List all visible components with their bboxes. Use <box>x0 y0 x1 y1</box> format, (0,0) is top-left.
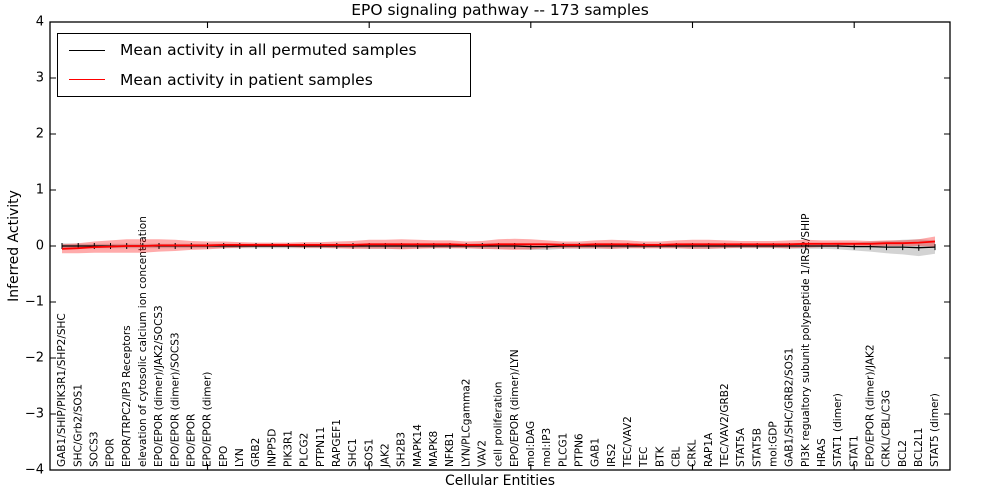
x-tick-label: JAK2 <box>380 443 392 468</box>
x-axis-label: Cellular Entities <box>444 473 556 489</box>
x-tick-label: GAB1 <box>590 438 602 467</box>
x-tick-label: mol:GDP <box>768 421 780 467</box>
x-tick-label: STAT5 (dimer) <box>929 393 941 467</box>
x-tick-label: GAB1/SHIP/PIK3R1/SHP2/SHC <box>56 313 68 467</box>
x-tick-label: PLCG1 <box>557 433 569 467</box>
x-tick-label: SOCS3 <box>89 431 101 467</box>
x-tick-label: SHC/Grb2/SOS1 <box>72 384 84 467</box>
x-tick-label: PIK3R1 <box>283 430 295 467</box>
legend-line-permuted-icon <box>69 49 105 51</box>
y-tick-label: 1 <box>36 183 44 198</box>
y-tick-label: 4 <box>36 15 44 30</box>
x-tick-label: LYN <box>234 448 246 467</box>
x-tick-label: NFKB1 <box>444 432 456 467</box>
chart-title: EPO signaling pathway -- 173 samples <box>351 1 649 19</box>
x-tick-label: STAT5B <box>751 428 763 467</box>
x-tick-label: TEC/VAV2/GRB2 <box>719 383 731 468</box>
x-tick-label: CBL <box>671 446 683 467</box>
x-tick-label: EPO/EPOR (dimer)/JAK2/SOCS3 <box>153 305 165 467</box>
legend-line-patient-icon <box>69 79 105 81</box>
x-tick-label: GAB1/SHC/GRB2/SOS1 <box>784 348 796 467</box>
x-tick-label: PLCG2 <box>299 433 311 467</box>
x-tick-label: RAP1A <box>703 432 715 467</box>
x-tick-label: EPO/EPOR (dimer)/JAK2 <box>865 344 877 467</box>
x-tick-label: STAT1 <box>848 435 860 467</box>
x-tick-label: CRKL <box>687 439 699 467</box>
x-tick-label: EPO/EPOR (dimer)/SOCS3 <box>169 332 181 467</box>
y-tick-label: 2 <box>36 127 44 142</box>
y-tick-labels: 4 3 2 1 0 −1 −2 −3 −4 <box>25 15 44 478</box>
x-tick-label: cell proliferation <box>493 382 505 467</box>
x-tick-label: EPO/EPOR (dimer)/LYN <box>509 349 521 467</box>
y-tick-label: −2 <box>25 351 44 366</box>
x-tick-labels: GAB1/SHIP/PIK3R1/SHP2/SHC SHC/Grb2/SOS1 SO… <box>56 214 941 468</box>
legend-entry-patient: Mean activity in patient samples <box>69 67 470 93</box>
x-tick-label: elevation of cytosolic calcium ion conce… <box>137 216 149 467</box>
x-tick-label: PTPN11 <box>315 427 327 467</box>
x-tick-label: TEC <box>638 447 650 468</box>
y-tick-label: −4 <box>25 463 44 478</box>
x-tick-label: EPO/EPOR (dimer) <box>202 372 214 467</box>
y-axis-label: Inferred Activity <box>6 190 22 302</box>
x-tick-label: EPOR <box>105 438 117 467</box>
x-tick-label: BCL2L1 <box>913 428 925 467</box>
x-tick-label: CRKL/CBL/C3G <box>881 390 893 467</box>
x-tick-label: mol:IP3 <box>541 428 553 467</box>
x-tick-label: TEC/VAV2 <box>622 416 634 468</box>
y-tick-label: −1 <box>25 295 44 310</box>
x-tick-label: BTK <box>654 445 666 467</box>
x-tick-label: SH2B3 <box>396 432 408 467</box>
x-tick-label: mol:DAG <box>525 421 537 467</box>
y-tick-label: 0 <box>36 239 44 254</box>
x-tick-label: INPP5D <box>266 429 278 467</box>
x-tick-label: MAPK14 <box>412 424 424 467</box>
x-tick-label: IRS2 <box>606 443 618 467</box>
x-tick-label: EPOR/TRPC2/IP3 Receptors <box>121 325 133 467</box>
x-tick-label: HRAS <box>816 438 828 467</box>
legend-label-patient: Mean activity in patient samples <box>120 70 373 89</box>
x-tick-label: BCL2 <box>897 440 909 467</box>
x-tick-label: LYN/PLCgamma2 <box>460 379 472 467</box>
y-tick-label: −3 <box>25 407 44 422</box>
x-tick-label: EPO <box>218 446 230 467</box>
x-tick-label: VAV2 <box>477 440 489 467</box>
legend: Mean activity in all permuted samples Me… <box>57 33 471 97</box>
x-tick-label: MAPK8 <box>428 431 440 467</box>
legend-label-permuted: Mean activity in all permuted samples <box>120 41 417 60</box>
y-tick-label: 3 <box>36 71 44 86</box>
x-tick-label: RAPGEF1 <box>331 419 343 467</box>
x-tick-label: SOS1 <box>363 439 375 467</box>
legend-entry-permuted: Mean activity in all permuted samples <box>69 37 470 63</box>
x-tick-label: PTPN6 <box>574 433 586 467</box>
axis-ticks <box>50 21 950 471</box>
x-tick-label: STAT5A <box>735 427 747 467</box>
x-tick-label: GRB2 <box>250 438 262 467</box>
x-tick-label: PI3K regualtory subunit polypeptide 1/IR… <box>800 214 812 467</box>
x-tick-label: STAT1 (dimer) <box>832 393 844 467</box>
patient-mean-line <box>61 240 936 250</box>
x-tick-label: EPO/EPOR <box>186 414 198 467</box>
x-tick-label: SHC1 <box>347 438 359 467</box>
